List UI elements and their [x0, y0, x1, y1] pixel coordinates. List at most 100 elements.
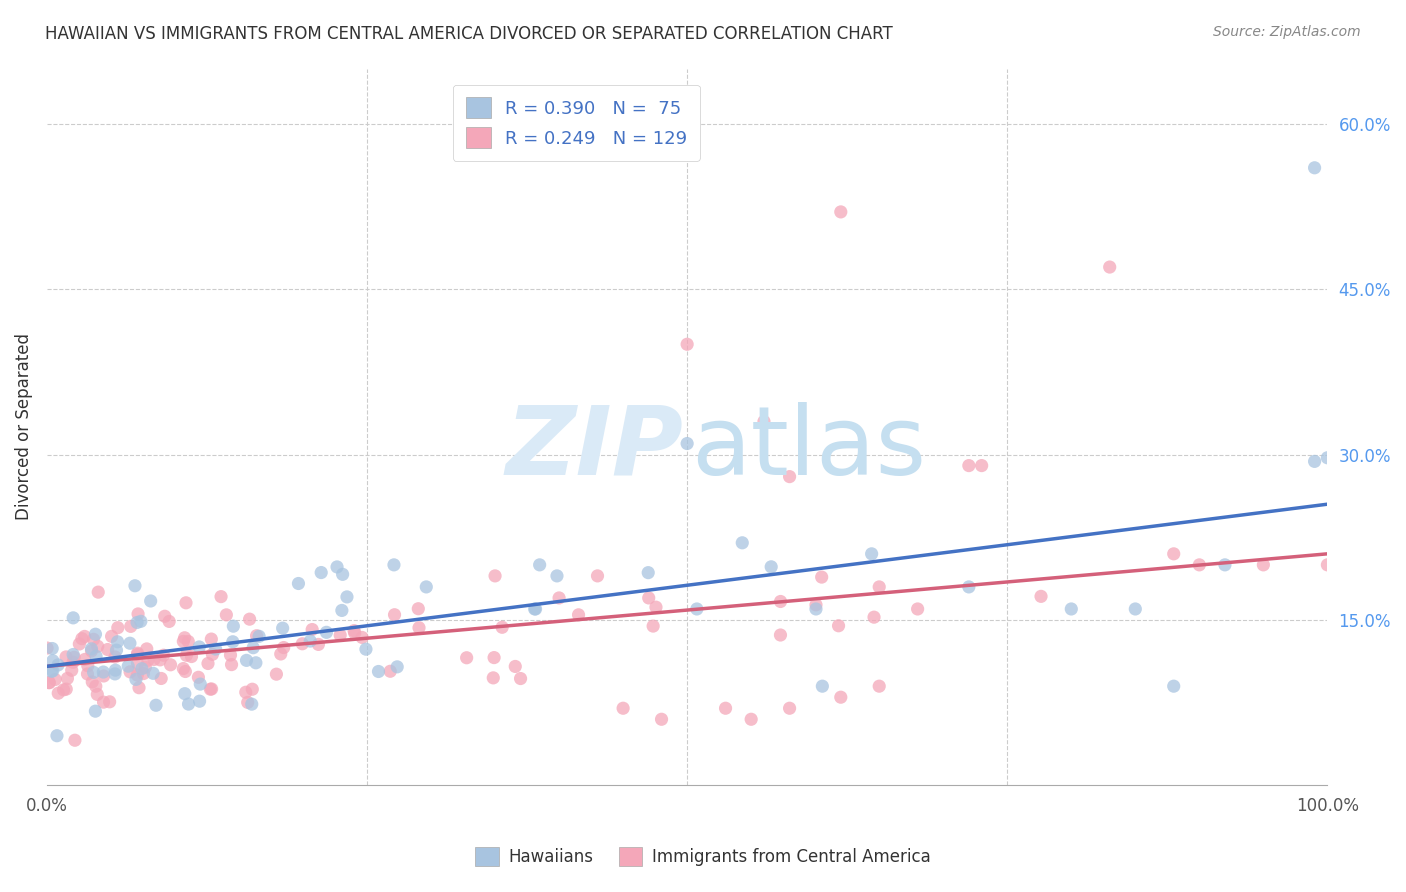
Point — [80, 644, 103, 658]
Point — [127, 668, 149, 682]
Text: atlas: atlas — [690, 402, 927, 495]
Point — [56, 672, 79, 686]
Point — [176, 648, 198, 663]
Point — [354, 642, 377, 657]
Point — [827, 619, 849, 633]
Point — [84, 627, 107, 641]
Point — [70, 632, 93, 646]
Point — [173, 687, 195, 701]
Point — [104, 650, 127, 665]
Point — [830, 205, 852, 219]
Point — [382, 558, 405, 572]
Point — [139, 594, 162, 608]
Point — [73, 652, 96, 666]
Point — [309, 566, 332, 580]
Point — [76, 667, 98, 681]
Point — [172, 634, 194, 648]
Point — [172, 661, 194, 675]
Point — [125, 673, 148, 687]
Point — [84, 679, 107, 693]
Point — [44, 673, 66, 687]
Point — [200, 682, 222, 697]
Point — [63, 650, 86, 665]
Point — [86, 687, 108, 701]
Point — [127, 646, 149, 660]
Point — [73, 629, 96, 643]
Point — [46, 657, 69, 672]
Point — [152, 648, 174, 663]
Point — [586, 569, 609, 583]
Point — [62, 655, 84, 669]
Point — [769, 594, 792, 608]
Point — [222, 619, 245, 633]
Point — [385, 660, 408, 674]
Point — [104, 663, 127, 677]
Point — [957, 580, 980, 594]
Point — [118, 636, 141, 650]
Point — [957, 458, 980, 473]
Point — [804, 598, 827, 612]
Point — [651, 712, 673, 726]
Point — [76, 658, 98, 673]
Point — [219, 648, 242, 662]
Point — [136, 653, 159, 667]
Point — [131, 662, 153, 676]
Point — [456, 650, 478, 665]
Point — [209, 590, 232, 604]
Point — [247, 629, 270, 643]
Point — [98, 695, 121, 709]
Point — [1029, 590, 1052, 604]
Point — [117, 659, 139, 673]
Point — [149, 653, 172, 667]
Point — [221, 657, 243, 672]
Point — [1303, 161, 1326, 175]
Point — [332, 567, 354, 582]
Point — [127, 615, 149, 630]
Point — [197, 657, 219, 671]
Point — [307, 637, 329, 651]
Point — [811, 679, 834, 693]
Point — [1098, 260, 1121, 274]
Point — [204, 642, 226, 657]
Point — [546, 569, 568, 583]
Point — [127, 648, 149, 662]
Point — [676, 436, 699, 450]
Point — [1060, 602, 1083, 616]
Point — [352, 631, 374, 645]
Point — [484, 569, 506, 583]
Point — [380, 665, 402, 679]
Point — [731, 536, 754, 550]
Point — [1253, 558, 1275, 572]
Point — [38, 675, 60, 690]
Legend: R = 0.390   N =  75, R = 0.249   N = 129: R = 0.390 N = 75, R = 0.249 N = 129 — [453, 85, 700, 161]
Point — [35, 640, 58, 655]
Point — [41, 641, 63, 656]
Y-axis label: Divorced or Separated: Divorced or Separated — [15, 334, 32, 521]
Point — [82, 674, 104, 689]
Point — [157, 615, 180, 629]
Text: HAWAIIAN VS IMMIGRANTS FROM CENTRAL AMERICA DIVORCED OR SEPARATED CORRELATION CH: HAWAIIAN VS IMMIGRANTS FROM CENTRAL AMER… — [45, 25, 893, 43]
Point — [107, 621, 129, 635]
Point — [245, 656, 267, 670]
Point — [301, 623, 323, 637]
Point — [523, 602, 546, 616]
Point — [491, 620, 513, 634]
Point — [41, 664, 63, 678]
Point — [46, 729, 69, 743]
Point — [93, 665, 115, 679]
Point — [236, 695, 259, 709]
Point — [180, 649, 202, 664]
Point — [62, 611, 84, 625]
Point — [686, 602, 709, 616]
Point — [329, 628, 352, 642]
Point — [1316, 450, 1339, 465]
Point — [201, 648, 224, 662]
Point — [291, 637, 314, 651]
Point — [343, 624, 366, 638]
Text: Source: ZipAtlas.com: Source: ZipAtlas.com — [1213, 25, 1361, 39]
Point — [84, 704, 107, 718]
Point — [124, 579, 146, 593]
Point — [52, 682, 75, 697]
Point — [93, 695, 115, 709]
Point — [769, 628, 792, 642]
